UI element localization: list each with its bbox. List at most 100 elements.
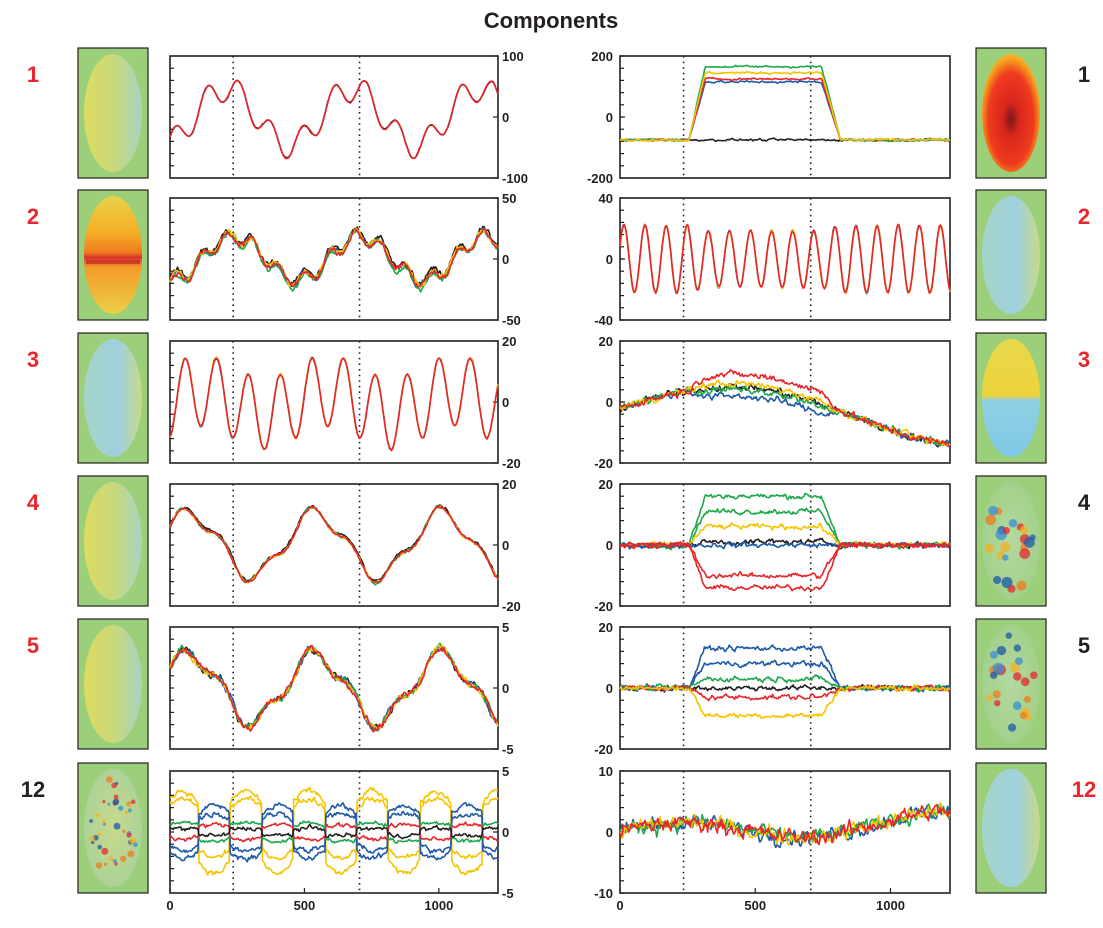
panels-layer: 11000-1002500-503200-204200-20550-51250-… <box>21 47 1096 913</box>
left-y-tick-label: 50 <box>502 191 516 206</box>
left-x-tick-label: 1000 <box>424 898 453 913</box>
left-panel-2: 2 50 0 -50 <box>27 189 521 328</box>
right-series-green-line <box>619 64 951 143</box>
left-y-tick-label: 20 <box>502 334 516 349</box>
left-series-green-line <box>169 505 499 586</box>
right-series-yellow-line <box>619 379 951 447</box>
right-x-tick-label: 500 <box>744 898 766 913</box>
right-series-red-line <box>619 223 951 294</box>
right-y-tick-label: 0 <box>606 395 613 410</box>
right-y-tick-label: 20 <box>599 477 613 492</box>
left-series-red-line <box>169 644 499 733</box>
right-component-map <box>975 618 1047 750</box>
left-series-red-line <box>169 505 499 584</box>
left-x-tick-label: 0 <box>166 898 173 913</box>
left-series-blue-line <box>169 801 499 863</box>
left-component-map <box>77 618 149 750</box>
right-series-red-line <box>619 541 951 592</box>
left-row-label: 3 <box>27 347 39 372</box>
left-panel-3: 3 20 0 -20 <box>27 332 521 471</box>
left-component-map <box>77 189 149 321</box>
left-x-tick-label: 500 <box>294 898 316 913</box>
left-panel-5: 5 5 0 -5 <box>27 618 514 757</box>
right-y-tick-label: -20 <box>594 742 613 757</box>
left-y-tick-label: -5 <box>502 742 514 757</box>
right-y-tick-label: -40 <box>594 313 613 328</box>
left-series-red-line <box>169 79 499 160</box>
left-series-red-line <box>169 356 499 452</box>
left-component-map <box>77 475 149 607</box>
left-y-tick-label: -100 <box>502 171 528 186</box>
left-y-tick-label: -20 <box>502 456 521 471</box>
right-series-blue-line <box>619 644 951 693</box>
left-series-black-line <box>169 823 499 840</box>
left-series-red-line <box>169 821 499 843</box>
right-y-tick-label: 0 <box>606 252 613 267</box>
left-series-blue-line <box>169 645 499 732</box>
left-row-label: 2 <box>27 204 39 229</box>
left-y-tick-label: 20 <box>502 477 516 492</box>
right-y-tick-label: 0 <box>606 538 613 553</box>
left-plot-frame <box>169 197 499 321</box>
right-panel-2: 2 40 0 -40 <box>594 189 1090 328</box>
left-component-map <box>77 762 149 894</box>
left-series-black-line <box>169 79 499 160</box>
left-y-tick-label: 0 <box>502 252 509 267</box>
right-series-red-line <box>619 368 951 447</box>
left-y-tick-label: -50 <box>502 313 521 328</box>
left-y-tick-label: 0 <box>502 110 509 125</box>
left-y-tick-label: -20 <box>502 599 521 614</box>
left-series-blue-line <box>169 227 499 289</box>
right-panel-5: 5 20 0 -20 <box>594 618 1090 757</box>
left-y-tick-label: 0 <box>502 538 509 553</box>
left-panel-4: 4 20 0 -20 <box>27 475 521 614</box>
left-y-tick-label: 0 <box>502 395 509 410</box>
right-component-map <box>975 332 1047 464</box>
right-y-tick-label: 10 <box>599 764 613 779</box>
right-y-tick-label: 0 <box>606 110 613 125</box>
right-y-tick-label: 40 <box>599 191 613 206</box>
right-component-map <box>975 475 1047 607</box>
right-panel-1: 1 200 0 -200 <box>587 47 1090 186</box>
left-panel-1: 1 100 0 -100 <box>27 47 528 186</box>
right-row-label: 5 <box>1078 633 1090 658</box>
right-row-label: 4 <box>1078 490 1091 515</box>
right-y-tick-label: 200 <box>591 49 613 64</box>
left-series-yellow-line <box>169 795 499 861</box>
left-y-tick-label: 5 <box>502 620 509 635</box>
right-series-red-line <box>619 803 951 846</box>
figure-title: Components <box>484 8 618 33</box>
right-y-tick-label: -20 <box>594 456 613 471</box>
right-plot-frame <box>619 55 951 179</box>
right-series-yellow-line <box>619 70 951 142</box>
left-row-label: 1 <box>27 62 39 87</box>
right-y-tick-label: -10 <box>594 886 613 901</box>
left-component-map <box>77 47 149 179</box>
left-y-tick-label: 5 <box>502 764 509 779</box>
right-x-tick-label: 1000 <box>876 898 905 913</box>
right-row-label: 1 <box>1078 62 1090 87</box>
left-plot-frame <box>169 770 499 894</box>
left-panel-12: 12 5 0 -5 0 500 1000 <box>21 762 514 913</box>
left-series-green-line <box>169 228 499 293</box>
left-y-tick-label: 0 <box>502 681 509 696</box>
right-x-tick-label: 0 <box>616 898 623 913</box>
left-plot-frame <box>169 483 499 607</box>
left-series-red-line <box>169 227 499 288</box>
right-plot-frame <box>619 340 951 464</box>
right-y-tick-label: -20 <box>594 599 613 614</box>
left-series-yellow-line <box>169 786 499 876</box>
left-series-green-line <box>169 820 499 844</box>
right-row-label: 12 <box>1072 777 1096 802</box>
left-row-label: 12 <box>21 777 45 802</box>
right-row-label: 3 <box>1078 347 1090 372</box>
right-plot-frame <box>619 197 951 321</box>
left-row-label: 5 <box>27 633 39 658</box>
left-series-yellow-line <box>169 227 499 288</box>
left-series-blue-line <box>169 810 499 854</box>
right-row-label: 2 <box>1078 204 1090 229</box>
right-component-map <box>975 189 1047 321</box>
left-series-yellow-line <box>169 505 499 584</box>
right-panel-4: 4 20 0 -20 <box>594 475 1091 614</box>
right-series-yellow-line <box>619 684 951 719</box>
